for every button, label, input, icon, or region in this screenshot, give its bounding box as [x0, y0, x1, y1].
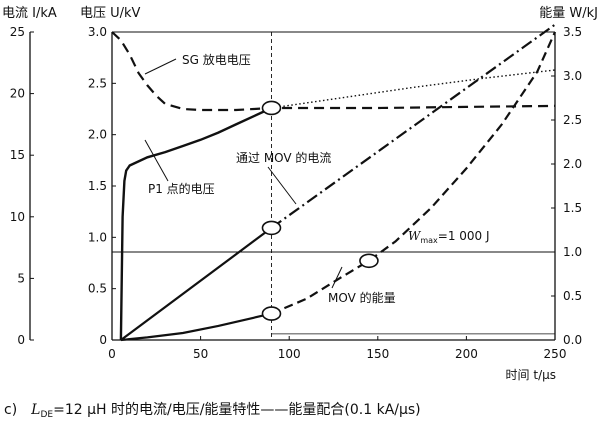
label-mov-energy: MOV 的能量: [328, 290, 396, 305]
x-tick-label: 50: [193, 347, 208, 361]
energy-tick-label: 2.5: [563, 113, 582, 127]
series-line-1: [271, 69, 556, 109]
energy-axis-title: 能量 W/kJ: [539, 6, 598, 21]
voltage-tick-label: 3.0: [88, 25, 107, 39]
energy-tick-label: 3.0: [563, 69, 582, 83]
label-wmax-subscript: max: [420, 236, 438, 245]
leader-p1-voltage: [144, 139, 169, 182]
leader-mov-energy: [331, 266, 343, 289]
voltage-tick-label: 1.5: [88, 179, 107, 193]
x-tick-label: 0: [108, 347, 116, 361]
label-wmax: Wmax=1 000 J: [408, 229, 490, 245]
caption-l-symbol: L: [30, 402, 40, 418]
label-p1-voltage: P1 点的电压: [148, 181, 215, 196]
voltage-tick-label: 0.5: [88, 282, 107, 296]
figure-caption: c) LDE=12 μH 时的电流/电压/能量特性——能量配合(0.1 kA/μs…: [4, 402, 421, 420]
current-tick-label: 5: [17, 271, 25, 285]
current-tick-label: 25: [10, 25, 25, 39]
current-axis-title: 电流 I/kA: [2, 6, 57, 21]
x-tick-label: 100: [278, 347, 301, 361]
x-tick-label: 200: [455, 347, 478, 361]
marker-2: [261, 306, 282, 321]
marker-3: [359, 253, 379, 269]
label-wmax-symbol: W: [408, 229, 422, 243]
marker-0: [261, 100, 282, 116]
current-tick-label: 15: [10, 148, 25, 162]
label-wmax-value: =1 000 J: [438, 229, 490, 243]
energy-tick-label: 3.5: [563, 25, 582, 39]
energy-tick-label: 0.5: [563, 289, 582, 303]
marker-group: [261, 100, 379, 321]
series-group: [111, 23, 557, 342]
energy-tick-label: 2.0: [563, 157, 582, 171]
label-sg-voltage: SG 放电电压: [182, 52, 251, 67]
leader-sg-voltage: [144, 58, 177, 75]
energy-tick-label: 0.0: [563, 333, 582, 347]
voltage-tick-label: 2.0: [88, 128, 107, 142]
voltage-tick-label: 2.5: [88, 76, 107, 90]
series-line-2: [119, 106, 273, 341]
leader-mov-current: [267, 166, 297, 205]
series-line-3-solid: [120, 227, 273, 341]
series-line-3-dashdot: [270, 23, 556, 229]
voltage-tick-label: 1.0: [88, 230, 107, 244]
current-tick-label: 10: [10, 210, 25, 224]
current-tick-label: 0: [17, 333, 25, 347]
marker-1: [261, 220, 282, 236]
x-tick-label: 250: [544, 347, 567, 361]
caption-prefix: c): [4, 402, 17, 418]
label-mov-current: 通过 MOV 的电流: [236, 150, 331, 165]
x-axis-title: 时间 t/μs: [506, 368, 556, 382]
series-line-4-solid: [120, 312, 272, 342]
caption-text: =12 μH 时的电流/电压/能量特性——能量配合(0.1 kA/μs): [53, 402, 421, 418]
tick-group: 0 50 100 150 200 250051015202500.51.01.52.02.…: [10, 25, 582, 361]
series-line-4-dashed: [271, 31, 557, 315]
caption-l-subscript: DE: [40, 410, 53, 420]
voltage-axis-title: 电压 U/kV: [80, 6, 141, 21]
reference-lines: [112, 32, 555, 340]
energy-tick-label: 1.0: [563, 245, 582, 259]
plot-frame: [29, 31, 556, 341]
voltage-tick-label: 0: [99, 333, 107, 347]
x-tick-label: 150: [366, 347, 389, 361]
current-tick-label: 20: [10, 87, 25, 101]
energy-tick-label: 1.5: [563, 201, 582, 215]
